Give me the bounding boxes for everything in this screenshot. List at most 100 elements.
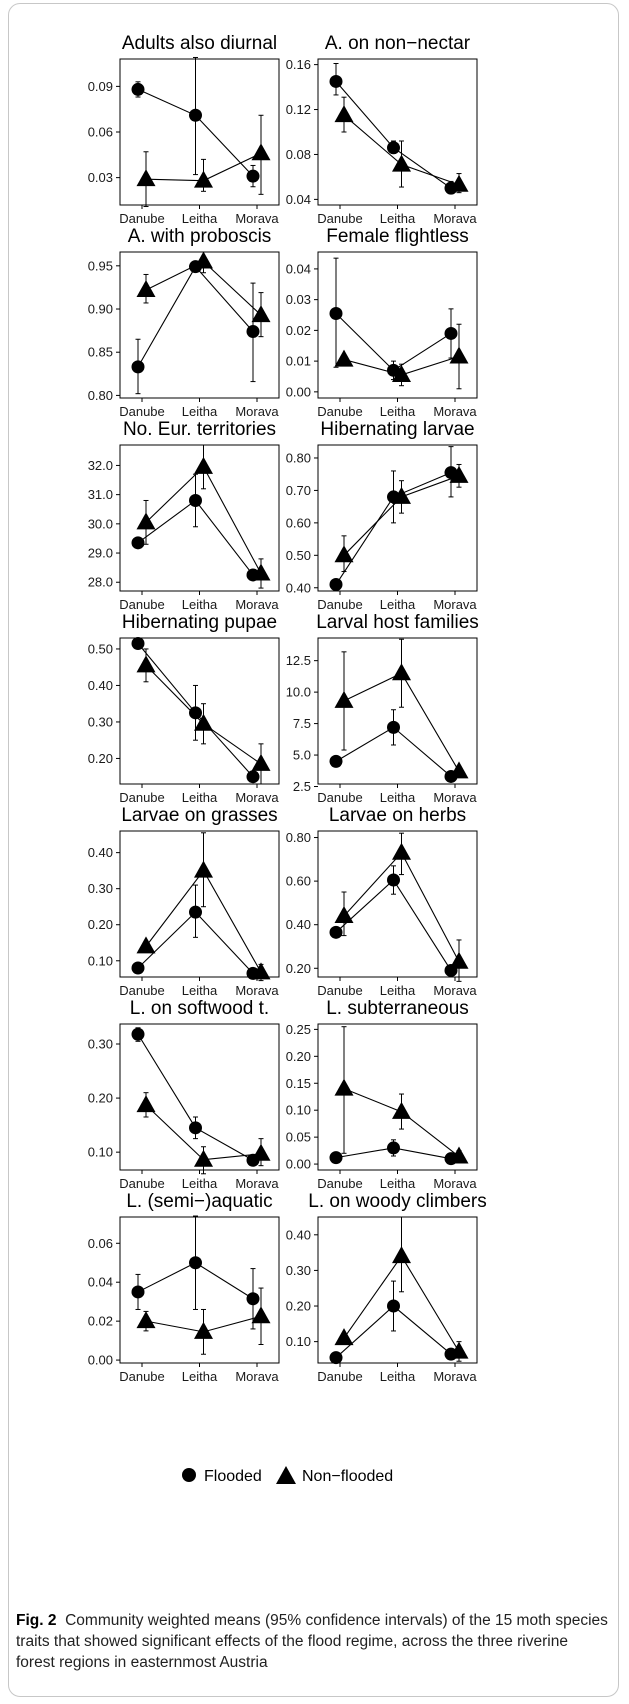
chart-panel: L. subterraneous 0.00 0.05 0.10 0.15 0.20 0.25… xyxy=(286,998,478,1191)
x-tick-label: Morava xyxy=(235,211,279,226)
y-tick-label: 0.10 xyxy=(286,1103,311,1118)
data-point-non-flooded xyxy=(136,280,156,298)
data-point-flooded xyxy=(387,720,400,734)
data-point-flooded xyxy=(131,360,145,374)
y-tick-label: 32.0 xyxy=(88,458,113,473)
panel-title: L. on woody climbers xyxy=(308,1191,486,1212)
y-tick-label: 0.00 xyxy=(88,1353,113,1368)
data-point-non-flooded xyxy=(334,1328,354,1346)
plot-frame xyxy=(119,1023,280,1171)
data-point-flooded xyxy=(387,873,400,887)
data-point-flooded xyxy=(189,1121,202,1135)
data-point-non-flooded xyxy=(449,174,469,192)
data-point-flooded xyxy=(329,1151,343,1165)
chart-panel: L. on softwood t. 0.10 0.20 0.30 Danube Leith… xyxy=(88,998,280,1191)
data-point-non-flooded xyxy=(251,563,271,581)
y-tick-label: 0.30 xyxy=(88,881,113,896)
y-tick-label: 30.0 xyxy=(88,516,113,531)
data-point-flooded xyxy=(329,74,343,88)
y-tick-label: 2.5 xyxy=(293,779,311,794)
chart-panel: No. Eur. territories 28.0 29.0 30.0 31.0 32.0… xyxy=(88,419,280,612)
x-tick-label: Morava xyxy=(235,983,279,998)
y-tick-label: 0.20 xyxy=(88,751,113,766)
caption-label: Fig. 2 xyxy=(16,1612,57,1629)
data-point-flooded xyxy=(387,1299,400,1313)
data-point-non-flooded xyxy=(194,170,213,188)
y-tick-label: 0.10 xyxy=(88,1145,113,1160)
data-point-non-flooded xyxy=(334,545,354,563)
y-tick-label: 0.08 xyxy=(286,147,311,162)
data-point-non-flooded xyxy=(251,753,271,771)
x-tick-label: Danube xyxy=(119,597,165,612)
data-point-flooded xyxy=(329,578,343,592)
data-point-non-flooded xyxy=(449,761,469,779)
y-tick-label: 0.04 xyxy=(286,192,311,207)
y-tick-label: 0.40 xyxy=(88,845,113,860)
y-tick-label: 0.85 xyxy=(88,345,113,360)
x-tick-label: Leitha xyxy=(380,983,416,998)
y-tick-label: 31.0 xyxy=(88,487,113,502)
y-tick-label: 0.20 xyxy=(286,1299,311,1314)
x-tick-label: Danube xyxy=(119,790,165,805)
caption-text: Community weighted means (95% confidence… xyxy=(16,1612,608,1671)
data-point-non-flooded xyxy=(334,905,354,923)
data-point-flooded xyxy=(329,1351,343,1365)
panel-title: A. on non−nectar xyxy=(325,33,471,54)
chart-panel: Female flightless 0.00 0.01 0.02 0.03 0.04 Dan… xyxy=(286,226,478,419)
data-point-non-flooded xyxy=(449,465,469,483)
data-point-non-flooded xyxy=(136,1095,156,1113)
y-tick-label: 0.15 xyxy=(286,1076,311,1091)
y-tick-label: 0.80 xyxy=(88,388,113,403)
data-point-flooded xyxy=(246,770,260,784)
y-tick-label: 0.02 xyxy=(88,1314,113,1329)
panel-title: Larvae on herbs xyxy=(329,805,466,826)
data-point-non-flooded xyxy=(194,1321,213,1339)
y-tick-label: 0.20 xyxy=(286,1049,311,1064)
chart-panel: Hibernating larvae 0.40 0.50 0.60 0.70 0.80 Da… xyxy=(286,419,478,612)
x-tick-label: Danube xyxy=(317,1176,363,1191)
data-point-flooded xyxy=(246,1292,260,1306)
panel-title: A. with proboscis xyxy=(128,226,272,247)
data-point-non-flooded xyxy=(392,486,411,504)
x-tick-label: Morava xyxy=(235,404,279,419)
panel-title: Female flightless xyxy=(326,226,469,247)
y-tick-label: 0.25 xyxy=(286,1022,311,1037)
y-tick-label: 0.50 xyxy=(88,641,113,656)
y-tick-label: 0.40 xyxy=(286,917,311,932)
series-line-flooded xyxy=(137,1033,254,1161)
y-tick-label: 0.20 xyxy=(286,961,311,976)
panel-layer: Adults also diurnal 0.03 0.06 0.09 Danube Lei… xyxy=(88,33,487,1384)
data-point-non-flooded xyxy=(334,1078,354,1096)
x-tick-label: Leitha xyxy=(182,1369,218,1384)
x-tick-label: Leitha xyxy=(182,404,218,419)
x-tick-label: Leitha xyxy=(182,211,218,226)
y-tick-label: 5.0 xyxy=(293,748,311,763)
chart-panel: Larvae on grasses 0.10 0.20 0.30 0.40 Danube L… xyxy=(88,805,280,998)
y-tick-label: 0.80 xyxy=(286,830,311,845)
figure-caption: Fig. 2 Community weighted means (95% con… xyxy=(16,1610,611,1673)
y-tick-label: 0.01 xyxy=(286,354,311,369)
x-tick-label: Leitha xyxy=(182,597,218,612)
data-point-non-flooded xyxy=(392,154,411,172)
x-tick-label: Leitha xyxy=(182,790,218,805)
x-tick-label: Danube xyxy=(317,983,363,998)
data-point-non-flooded xyxy=(136,512,156,530)
panel-title: Hibernating pupae xyxy=(122,612,277,633)
y-tick-label: 0.40 xyxy=(88,678,113,693)
y-tick-label: 0.60 xyxy=(286,874,311,889)
chart-panel: A. with proboscis 0.80 0.85 0.90 0.95 Danube L… xyxy=(88,226,280,419)
data-point-flooded xyxy=(131,1285,145,1299)
series-line-flooded xyxy=(335,81,452,189)
data-point-non-flooded xyxy=(392,663,411,681)
x-tick-label: Leitha xyxy=(380,1369,416,1384)
chart-panel: Hibernating pupae 0.20 0.30 0.40 0.50 Danube L… xyxy=(88,612,280,805)
y-tick-label: 29.0 xyxy=(88,546,113,561)
data-point-flooded xyxy=(329,306,343,320)
data-point-flooded xyxy=(131,82,145,96)
data-point-non-flooded xyxy=(194,251,213,269)
data-point-flooded xyxy=(387,141,400,155)
x-tick-label: Morava xyxy=(433,211,477,226)
data-point-non-flooded xyxy=(136,169,156,187)
x-tick-label: Morava xyxy=(433,404,477,419)
chart-panel: Larval host families 2.5 5.0 7.5 10.0 12.5 Dan… xyxy=(286,612,479,805)
